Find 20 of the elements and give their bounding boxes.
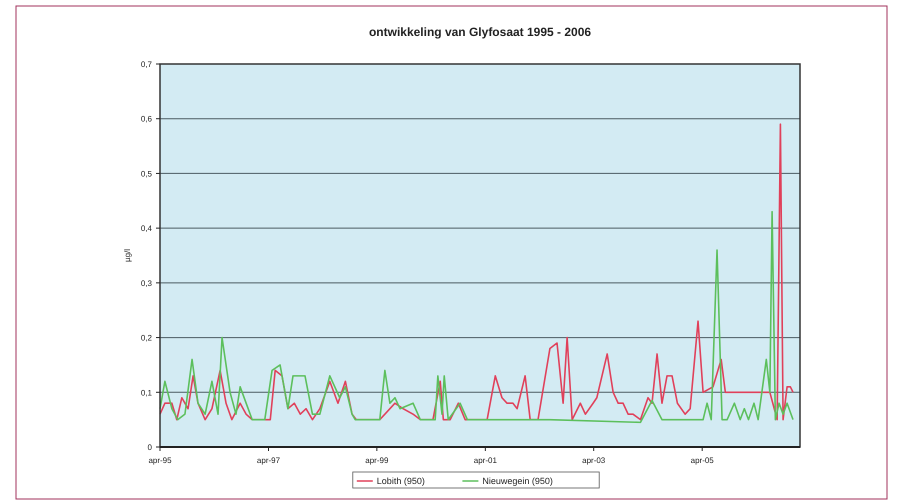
x-tick-label: apr-05 (690, 456, 714, 465)
y-axis-title: µg/l (123, 248, 132, 262)
y-tick-label: 0,5 (140, 169, 153, 178)
x-tick-label: apr-01 (474, 456, 498, 465)
y-tick-label: 0 (148, 443, 153, 452)
chart-title: ontwikkeling van Glyfosaat 1995 - 2006 (368, 25, 592, 39)
y-tick-label: 0,3 (140, 278, 153, 288)
x-tick-label: apr-95 (148, 456, 172, 465)
y-tick-label: 0,2 (140, 334, 153, 343)
x-tick-label: apr-97 (256, 456, 281, 465)
y-tick-label: 0,1 (140, 388, 153, 398)
y-tick-label: 0,7 (140, 60, 153, 69)
x-tick-label: apr-99 (365, 456, 389, 465)
y-tick-label: 0,4 (140, 224, 153, 234)
legend-label: Lobith (950) (376, 476, 425, 486)
line-series (159, 210, 794, 424)
x-tick-label: apr-03 (582, 456, 606, 465)
y-tick-label: 0,6 (140, 114, 153, 124)
legend-label: Nieuwegein (950) (482, 476, 553, 486)
line-series (159, 123, 794, 420)
